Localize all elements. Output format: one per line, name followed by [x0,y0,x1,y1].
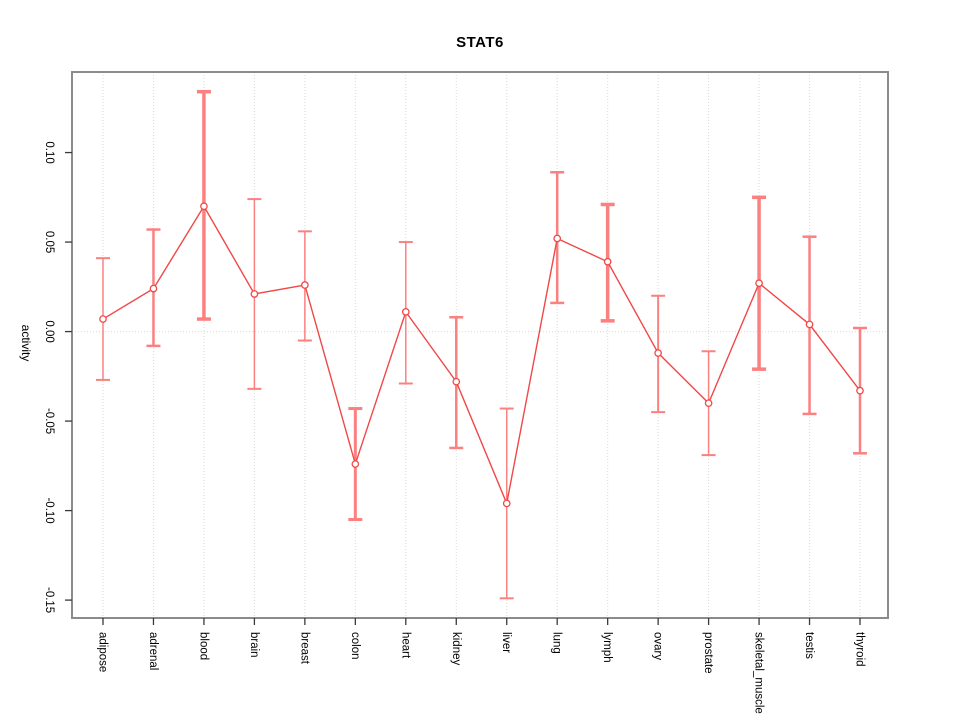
y-tick-label: 0.00 [43,320,55,342]
data-point [452,377,461,386]
category-label: heart [399,632,411,659]
category-label: thyroid [854,632,866,667]
data-point [704,399,713,408]
data-point [654,349,662,357]
category-label: liver [500,632,512,653]
data-point [200,202,208,211]
data-point [553,234,562,243]
y-tick-label: -0.15 [43,587,55,613]
category-label: testis [803,632,815,659]
category-label: kidney [450,632,462,665]
category-label: lymph [601,632,613,663]
category-label: skeletal_muscle [753,632,765,714]
data-point [805,320,814,329]
category-label: colon [349,632,361,660]
y-tick-label: -0.05 [43,408,55,434]
data-point [351,460,360,468]
data-point [301,281,309,289]
category-label: brain [248,632,260,658]
category-label: lung [551,632,563,654]
category-label: prostate [702,632,714,674]
category-label: blood [197,632,209,660]
category-label: ovary [652,632,664,660]
data-point [99,315,107,323]
category-label: adipose [97,632,109,672]
data-point [149,284,158,293]
category-label: breast [298,632,310,665]
trend-line [102,204,861,506]
data-point [502,499,511,508]
data-point [755,279,763,288]
y-tick-label: 0.05 [43,231,55,253]
data-point [603,257,612,266]
category-label: adrenal [147,632,159,670]
data-point [250,290,259,298]
chart-title: STAT6 [456,34,504,51]
data-point [401,308,410,316]
y-tick-label: 0.10 [43,141,55,163]
plot-border [71,71,889,619]
data-point [856,386,864,395]
y-tick-label: -0.10 [43,497,55,523]
